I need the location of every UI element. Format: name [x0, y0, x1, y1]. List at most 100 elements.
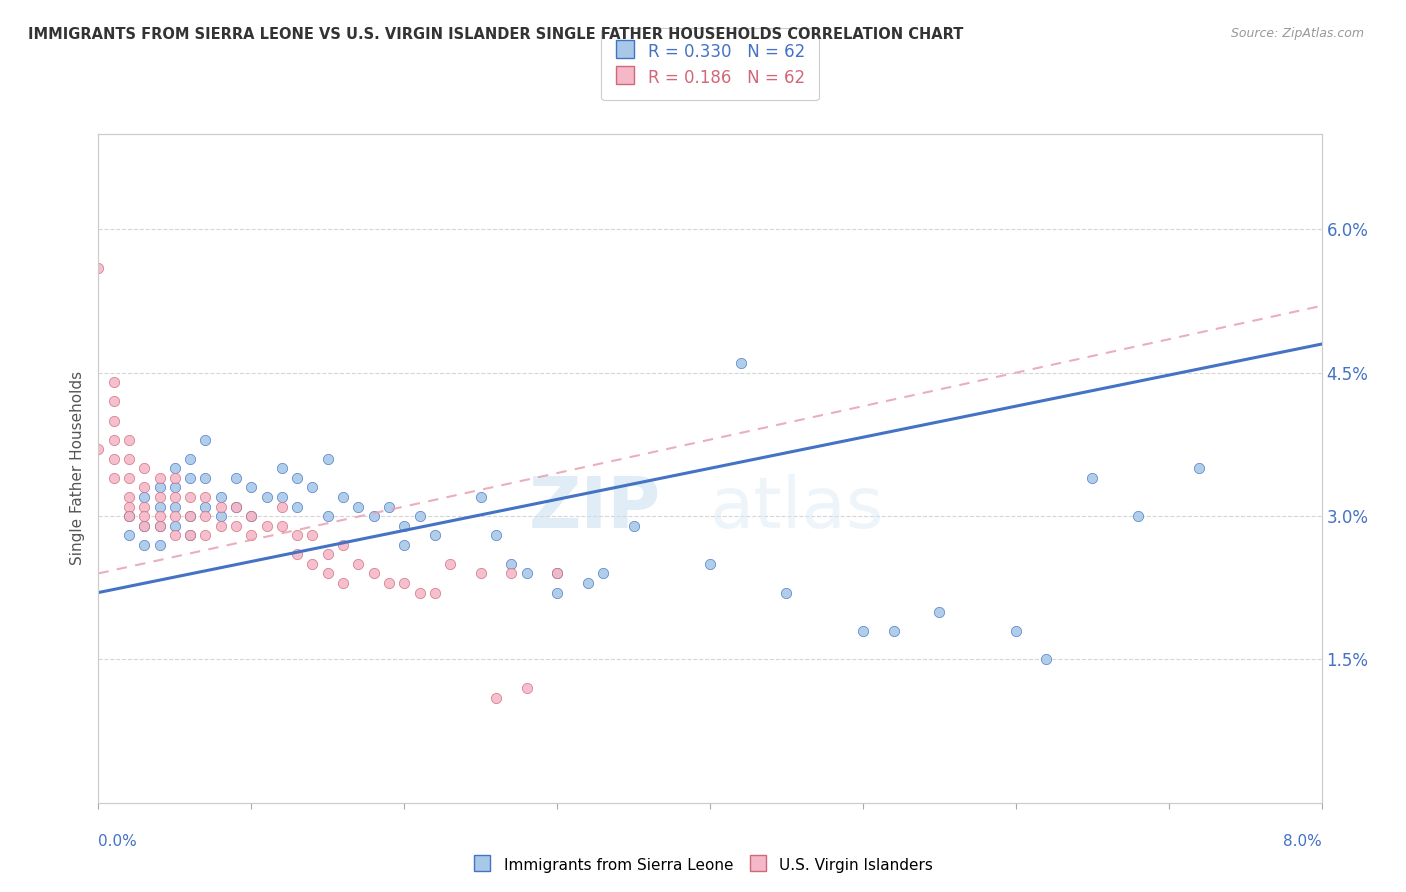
Point [134, 518, 156, 533]
Point [592, 566, 614, 581]
Point [179, 490, 201, 504]
Point [546, 585, 568, 599]
Point [118, 490, 141, 504]
Point [194, 509, 217, 524]
Point [546, 566, 568, 581]
Point [1004, 624, 1026, 638]
Point [163, 500, 186, 514]
Point [576, 576, 599, 591]
Y-axis label: Single Father Households: Single Father Households [70, 371, 86, 566]
Point [118, 509, 141, 524]
Point [775, 585, 797, 599]
Point [163, 461, 186, 475]
Legend: R = 0.330   N = 62, R = 0.186   N = 62: R = 0.330 N = 62, R = 0.186 N = 62 [602, 29, 818, 100]
Point [163, 518, 186, 533]
Point [1081, 471, 1104, 485]
Point [149, 518, 172, 533]
Point [1128, 509, 1150, 524]
Point [392, 518, 416, 533]
Point [118, 528, 141, 542]
Point [118, 471, 141, 485]
Legend: Immigrants from Sierra Leone, U.S. Virgin Islanders: Immigrants from Sierra Leone, U.S. Virgi… [467, 850, 939, 880]
Point [301, 528, 323, 542]
Point [103, 376, 125, 390]
Point [332, 576, 354, 591]
Point [470, 566, 492, 581]
Point [501, 566, 523, 581]
Point [194, 490, 217, 504]
Point [852, 624, 875, 638]
Point [179, 528, 201, 542]
Point [1035, 652, 1057, 666]
Point [118, 500, 141, 514]
Point [928, 605, 950, 619]
Point [240, 509, 263, 524]
Point [378, 500, 401, 514]
Point [270, 490, 294, 504]
Point [179, 471, 201, 485]
Point [470, 490, 492, 504]
Point [240, 509, 263, 524]
Point [134, 480, 156, 494]
Point [699, 557, 721, 571]
Point [134, 500, 156, 514]
Point [194, 433, 217, 447]
Point [134, 518, 156, 533]
Point [163, 471, 186, 485]
Point [485, 528, 508, 542]
Text: Source: ZipAtlas.com: Source: ZipAtlas.com [1230, 27, 1364, 40]
Point [285, 471, 308, 485]
Point [240, 528, 263, 542]
Point [485, 690, 508, 705]
Point [392, 538, 416, 552]
Point [163, 509, 186, 524]
Point [149, 509, 172, 524]
Point [179, 509, 201, 524]
Point [118, 451, 141, 466]
Point [423, 585, 446, 599]
Point [118, 509, 141, 524]
Point [301, 557, 323, 571]
Point [347, 500, 370, 514]
Point [194, 471, 217, 485]
Point [363, 566, 385, 581]
Point [270, 461, 294, 475]
Point [256, 518, 278, 533]
Point [149, 480, 172, 494]
Point [285, 547, 308, 561]
Point [103, 413, 125, 427]
Point [316, 547, 339, 561]
Point [316, 566, 339, 581]
Point [103, 433, 125, 447]
Point [225, 518, 247, 533]
Text: 0.0%: 0.0% [98, 834, 138, 849]
Text: ZIP: ZIP [529, 474, 661, 543]
Point [1188, 461, 1211, 475]
Point [179, 451, 201, 466]
Point [103, 394, 125, 409]
Point [285, 500, 308, 514]
Point [439, 557, 461, 571]
Point [134, 509, 156, 524]
Point [134, 490, 156, 504]
Point [134, 461, 156, 475]
Text: 8.0%: 8.0% [1282, 834, 1322, 849]
Point [149, 518, 172, 533]
Point [240, 480, 263, 494]
Point [623, 518, 645, 533]
Point [408, 585, 430, 599]
Point [270, 518, 294, 533]
Point [316, 509, 339, 524]
Point [270, 500, 294, 514]
Point [179, 509, 201, 524]
Point [316, 451, 339, 466]
Point [332, 538, 354, 552]
Point [256, 490, 278, 504]
Point [378, 576, 401, 591]
Point [163, 490, 186, 504]
Text: atlas: atlas [710, 474, 884, 543]
Point [730, 356, 752, 370]
Point [209, 509, 232, 524]
Point [179, 528, 201, 542]
Point [225, 471, 247, 485]
